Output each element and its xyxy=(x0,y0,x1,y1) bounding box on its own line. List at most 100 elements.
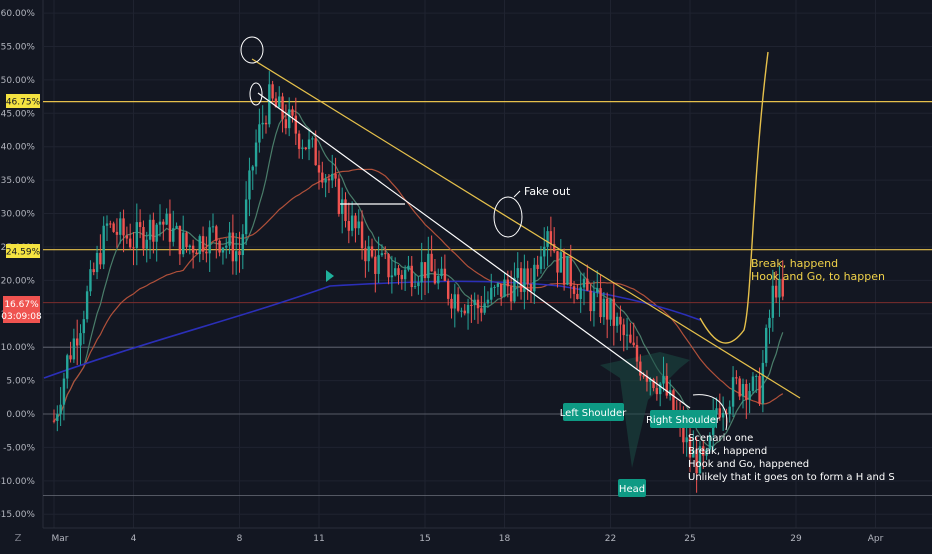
candle-body xyxy=(705,449,708,456)
candle-body xyxy=(433,271,437,284)
candle-body xyxy=(125,235,129,239)
candle-body xyxy=(529,284,533,292)
candle-body xyxy=(334,173,337,179)
candle-body xyxy=(490,287,493,300)
x-tick-label: 22 xyxy=(605,534,616,544)
candle-body xyxy=(413,286,417,288)
x-tick-label: Apr xyxy=(868,534,884,544)
candle-body xyxy=(367,246,370,262)
candle-body xyxy=(347,221,351,231)
y-tick-label: 60.00% xyxy=(1,9,36,19)
candle-body xyxy=(205,251,208,254)
level-tag-46-75-text: 46.75% xyxy=(6,98,41,108)
candle-body xyxy=(417,282,420,287)
candle-body xyxy=(688,437,692,458)
head-label: Head xyxy=(619,484,645,495)
candle-body xyxy=(181,232,185,255)
candle-body xyxy=(771,285,775,318)
scenario-line-3: Hook and Go, happened xyxy=(688,459,809,470)
candle-body xyxy=(162,221,165,225)
candle-body xyxy=(387,254,390,278)
candle-body xyxy=(228,232,231,246)
candle-body xyxy=(655,388,659,395)
candle-body xyxy=(440,268,443,277)
candle-body xyxy=(198,236,201,255)
scenario-line-2: Break, happend xyxy=(688,446,767,457)
left-shoulder-label: Left Shoulder xyxy=(560,408,627,419)
drawings xyxy=(240,36,801,431)
candle-body xyxy=(380,253,384,256)
candle-body xyxy=(165,213,168,225)
candle-body xyxy=(254,142,258,167)
candle-body xyxy=(327,178,331,181)
candle-body xyxy=(370,246,374,257)
candle-body xyxy=(427,253,430,279)
candle-body xyxy=(102,225,105,265)
candle-body xyxy=(148,219,152,240)
candles xyxy=(52,71,784,493)
head-and-shoulders-shading xyxy=(600,352,690,468)
candle-body xyxy=(539,256,543,269)
candle-body xyxy=(768,317,771,328)
y-tick-label: 35.00% xyxy=(1,176,36,186)
candle-body xyxy=(248,170,251,200)
candle-body xyxy=(728,406,731,414)
candle-body xyxy=(586,278,589,291)
candle-body xyxy=(264,122,268,125)
fake-out-circle xyxy=(493,196,523,238)
candle-body xyxy=(400,274,404,280)
candle-body xyxy=(778,278,781,298)
y-tick-label: 30.00% xyxy=(1,210,36,220)
candle-body xyxy=(287,109,291,129)
candle-body xyxy=(75,338,79,346)
level-tag-46-75[interactable]: 46.75% xyxy=(6,94,41,108)
candle-body xyxy=(509,286,513,302)
candle-body xyxy=(642,375,645,377)
candle-body xyxy=(72,338,76,360)
candle-body xyxy=(582,278,586,288)
candle-body xyxy=(92,269,95,273)
current-price-value: 16.67% xyxy=(4,300,39,310)
candle-body xyxy=(589,290,592,312)
candle-body xyxy=(430,253,433,272)
candle-body xyxy=(52,420,56,422)
candle-body xyxy=(234,251,238,262)
candle-body xyxy=(251,166,254,171)
candle-body xyxy=(685,437,688,443)
candle-body xyxy=(755,375,758,377)
candle-body xyxy=(105,223,109,226)
level-tag-24-59[interactable]: 24.59% xyxy=(6,244,41,258)
white-descending-trendline xyxy=(257,92,691,409)
candle-body xyxy=(231,232,235,262)
candle-body xyxy=(211,226,215,228)
candle-body xyxy=(526,268,529,285)
current-price-tag[interactable]: 16.67% 03:09:08 xyxy=(1,296,42,323)
candle-body xyxy=(652,379,655,389)
candle-body xyxy=(304,147,307,150)
candle-body xyxy=(735,377,738,379)
candle-body xyxy=(420,262,423,283)
fake-out-label: Fake out xyxy=(524,185,571,198)
candle-body xyxy=(543,246,546,257)
candle-body xyxy=(619,316,622,325)
candle-body xyxy=(625,334,629,336)
candle-body xyxy=(503,279,506,297)
y-tick-label: -5.00% xyxy=(3,443,35,453)
candle-body xyxy=(79,333,82,346)
candle-body xyxy=(748,390,751,400)
candle-body xyxy=(480,308,483,313)
candle-body xyxy=(294,115,298,134)
timezone-corner-icon[interactable]: Z xyxy=(15,533,22,544)
candle-body xyxy=(168,213,172,242)
candle-body xyxy=(695,450,698,474)
candle-body xyxy=(281,96,284,120)
scenario-line-1: Scenario one xyxy=(688,433,753,444)
candle-body xyxy=(493,286,496,288)
y-tick-label: 5.00% xyxy=(6,377,35,387)
candle-body xyxy=(486,299,490,304)
x-tick-label: 11 xyxy=(313,534,324,544)
head-label-bg xyxy=(618,479,646,497)
candle-body xyxy=(632,342,635,346)
candle-body xyxy=(718,408,722,418)
